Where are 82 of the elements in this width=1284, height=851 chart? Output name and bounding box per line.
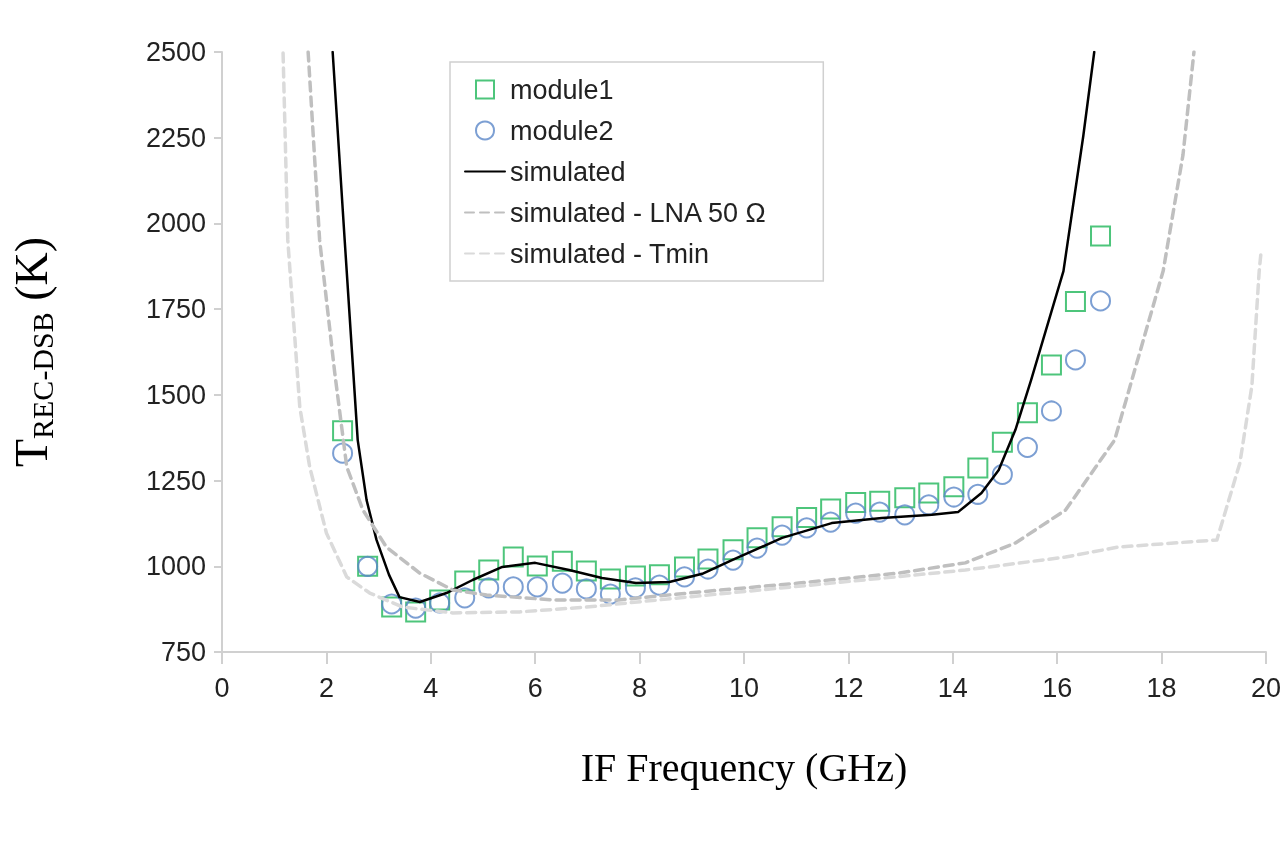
x-tick-label: 20 bbox=[1250, 672, 1282, 703]
point bbox=[845, 502, 867, 524]
legend-label: module1 bbox=[510, 74, 614, 105]
point bbox=[722, 539, 744, 561]
x-tick-label: 4 bbox=[423, 672, 439, 703]
point bbox=[1090, 290, 1112, 312]
point bbox=[771, 524, 793, 546]
point bbox=[991, 431, 1013, 453]
point bbox=[1040, 400, 1062, 422]
point bbox=[526, 555, 548, 577]
x-tick-label: 0 bbox=[214, 672, 230, 703]
point bbox=[820, 511, 842, 533]
x-tick-label: 18 bbox=[1146, 672, 1177, 703]
point bbox=[575, 578, 597, 600]
point bbox=[943, 476, 965, 498]
point bbox=[526, 576, 548, 598]
point bbox=[746, 537, 768, 559]
y-tick-label: 2500 bbox=[145, 37, 206, 67]
point bbox=[746, 527, 768, 549]
point bbox=[551, 572, 573, 594]
y-tick-label: 2250 bbox=[145, 122, 206, 153]
point bbox=[502, 546, 524, 568]
y-tick-label: 1500 bbox=[145, 379, 206, 410]
point bbox=[869, 490, 891, 512]
point bbox=[599, 583, 621, 605]
point bbox=[478, 577, 500, 599]
point bbox=[967, 457, 989, 479]
point bbox=[796, 507, 818, 529]
y-tick-label: 2000 bbox=[145, 208, 206, 239]
x-tick-label: 12 bbox=[833, 672, 864, 703]
legend-label: module2 bbox=[510, 115, 614, 146]
point bbox=[1016, 402, 1038, 424]
point bbox=[1016, 436, 1038, 458]
point bbox=[332, 442, 354, 464]
y-tick-label: 750 bbox=[160, 637, 206, 667]
y-tick-label: 1000 bbox=[145, 551, 206, 582]
point bbox=[869, 501, 891, 523]
point bbox=[894, 487, 916, 509]
point bbox=[624, 565, 646, 587]
point bbox=[575, 560, 597, 582]
point bbox=[648, 574, 670, 596]
legend-label: simulated bbox=[510, 156, 626, 187]
point bbox=[697, 548, 719, 570]
point bbox=[1064, 291, 1086, 313]
x-tick-label: 14 bbox=[937, 672, 968, 703]
legend-label: simulated - Tmin bbox=[510, 238, 710, 269]
point bbox=[771, 516, 793, 538]
point bbox=[967, 483, 989, 505]
x-tick-label: 10 bbox=[728, 672, 760, 703]
point bbox=[454, 587, 476, 609]
point bbox=[1064, 349, 1086, 371]
point bbox=[820, 498, 842, 520]
point bbox=[1040, 354, 1062, 376]
point bbox=[478, 559, 500, 581]
x-tick-label: 8 bbox=[632, 672, 648, 703]
point bbox=[722, 549, 744, 571]
point bbox=[845, 492, 867, 514]
point bbox=[918, 482, 940, 504]
point bbox=[894, 504, 916, 526]
point bbox=[673, 556, 695, 578]
x-tick-label: 2 bbox=[318, 672, 334, 703]
point bbox=[697, 558, 719, 580]
point bbox=[991, 463, 1013, 485]
x-tick-label: 16 bbox=[1042, 672, 1073, 703]
point bbox=[502, 576, 524, 598]
point bbox=[1090, 225, 1112, 247]
y-tick-label: 1750 bbox=[145, 294, 206, 325]
x-axis-title: IF Frequency (GHz) bbox=[580, 744, 908, 790]
point bbox=[599, 568, 621, 590]
point bbox=[454, 570, 476, 592]
y-axis-title: TREC-DSB (K) bbox=[5, 236, 59, 468]
legend-label: simulated - LNA 50 Ω bbox=[510, 197, 766, 228]
point bbox=[674, 566, 695, 588]
point bbox=[332, 420, 354, 442]
point bbox=[648, 564, 670, 586]
point bbox=[551, 550, 573, 572]
point bbox=[624, 577, 646, 599]
y-tick-label: 1250 bbox=[145, 465, 206, 496]
point bbox=[943, 486, 965, 508]
point bbox=[796, 517, 818, 539]
x-tick-label: 6 bbox=[527, 672, 543, 703]
point bbox=[918, 494, 940, 516]
